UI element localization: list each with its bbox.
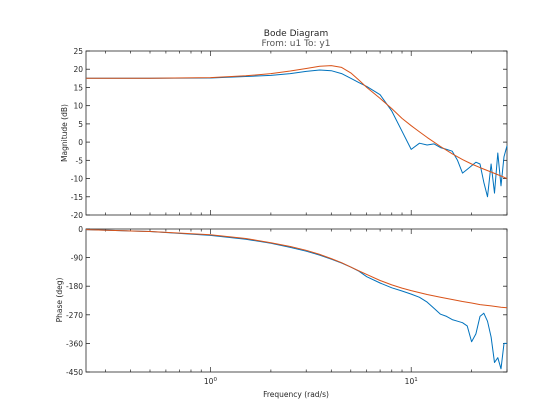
magnitude-ytick-label: 0 — [78, 138, 83, 147]
phase-ytick-label: -90 — [71, 254, 83, 263]
chart-subtitle: From: u1 To: y1 — [262, 39, 331, 49]
magnitude-ytick-label: -15 — [71, 193, 83, 202]
magnitude-series-2-line — [86, 65, 508, 180]
magnitude-ytick-label: -10 — [71, 175, 83, 184]
magnitude-ytick-label: 25 — [73, 47, 83, 56]
magnitude-ytick-label: 15 — [73, 83, 83, 92]
xtick-label: 100 — [204, 377, 218, 386]
frequency-xlabel: Frequency (rad/s) — [263, 390, 329, 399]
magnitude-series-1-line — [86, 69, 508, 198]
magnitude-ylabel: Magnitude (dB) — [60, 104, 69, 162]
phase-ytick-label: -360 — [66, 339, 83, 348]
phase-series-1-line — [85, 229, 507, 370]
phase-ytick-label: -450 — [66, 368, 83, 377]
chart-title: Bode Diagram — [264, 29, 328, 39]
magnitude-ytick-label: 20 — [73, 65, 83, 74]
magnitude-ytick-label: -20 — [71, 211, 83, 220]
phase-ytick-label: -270 — [66, 311, 83, 320]
phase-plot: -450 -360 -270 -180 -90 0 100 101 — [66, 225, 508, 386]
phase-ytick-label: -180 — [66, 282, 83, 291]
xtick-label: 101 — [405, 377, 418, 386]
phase-axes-box — [85, 228, 508, 373]
magnitude-axes-box — [85, 50, 508, 216]
magnitude-plot: -20 -15 -10 -5 0 5 10 15 20 25 — [71, 47, 508, 220]
phase-ylabel: Phase (deg) — [55, 278, 64, 323]
magnitude-ytick-label: 5 — [78, 120, 83, 129]
magnitude-ytick-label: 10 — [73, 102, 83, 111]
phase-series-2-line — [85, 229, 508, 309]
phase-ytick-label: 0 — [78, 225, 83, 234]
magnitude-ytick-label: -5 — [76, 156, 84, 165]
